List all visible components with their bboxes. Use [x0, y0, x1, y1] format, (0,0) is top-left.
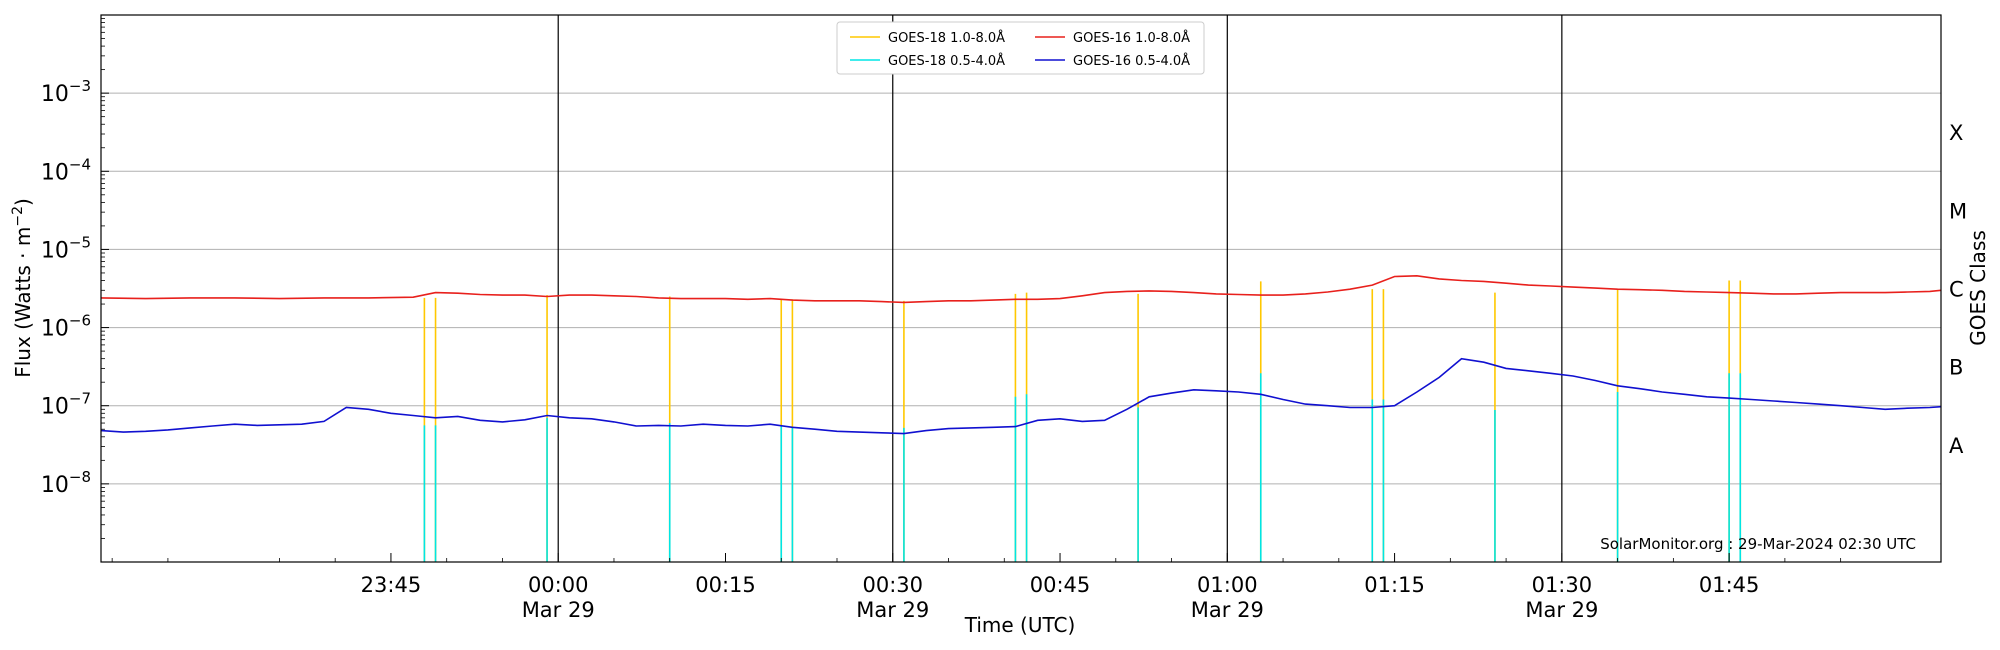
legend-label-3: GOES-16 0.5-4.0Å: [1073, 53, 1190, 69]
gridlines: [101, 92, 1941, 485]
x-tick-label-time-3: 00:30: [862, 573, 923, 597]
y-tick-label-exponent: −5: [69, 233, 91, 251]
legend-box: [836, 21, 1205, 75]
series-line-3: [100, 357, 1942, 435]
y-tick-label-3: 10−5: [41, 233, 91, 263]
y-tick-label-1: 10−7: [41, 390, 91, 420]
y-tick-label-base: 10: [41, 395, 69, 420]
x-axis-label: Time (UTC): [964, 613, 1076, 637]
legend: GOES-18 1.0-8.0Å GOES-18 0.5-4.0Å GOES-16 …: [836, 21, 1205, 75]
y2-axis-label: GOES Class: [1966, 230, 1990, 346]
y-axis-label-close: ): [11, 198, 35, 206]
goes-class-labels: A B C M X: [1949, 121, 1967, 458]
x-tick-label-date-7: Mar 29: [1525, 598, 1598, 622]
plot-frame: [100, 14, 1942, 563]
goes-class-label-X: X: [1949, 121, 1963, 145]
series-group: [100, 274, 1942, 562]
legend-label-0: GOES-18 1.0-8.0Å: [888, 30, 1005, 46]
y-tick-label-exponent: −3: [69, 77, 91, 95]
goes-class-label-A: A: [1949, 434, 1964, 458]
x-tick-label-time-2: 00:15: [695, 573, 756, 597]
y-tick-labels: 10−810−710−610−510−410−3: [41, 77, 91, 498]
goes-class-label-B: B: [1949, 356, 1963, 380]
y-tick-label-0: 10−8: [41, 468, 91, 498]
legend-label-2: GOES-18 0.5-4.0Å: [888, 53, 1005, 69]
y-tick-label-exponent: −4: [69, 155, 91, 173]
y-tick-label-exponent: −6: [69, 312, 91, 330]
y-tick-label-4: 10−4: [41, 155, 91, 185]
watermark-text: SolarMonitor.org : 29-Mar-2024 02:30 UTC: [1600, 535, 1916, 553]
y-tick-label-base: 10: [41, 82, 69, 107]
y-tick-label-base: 10: [41, 160, 69, 185]
y-tick-label-base: 10: [41, 317, 69, 342]
x-tick-label-time-5: 01:00: [1197, 573, 1258, 597]
series-line-1: [100, 274, 1942, 304]
x-tick-label-time-4: 00:45: [1030, 573, 1091, 597]
x-tick-label-date-3: Mar 29: [856, 598, 929, 622]
y-tick-label-2: 10−6: [41, 312, 91, 342]
y-axis-label-main: Flux (Watts · m: [11, 227, 35, 378]
x-tick-label-time-8: 01:45: [1699, 573, 1760, 597]
x-tick-label-time-6: 01:15: [1364, 573, 1425, 597]
x-tick-label-time-0: 23:45: [361, 573, 422, 597]
axis-ticks: [101, 18, 1842, 562]
x-tick-label-date-5: Mar 29: [1191, 598, 1264, 622]
x-tick-label-date-1: Mar 29: [522, 598, 595, 622]
y-tick-label-exponent: −7: [69, 390, 91, 408]
goes-class-label-C: C: [1949, 278, 1964, 302]
y-tick-label-5: 10−3: [41, 77, 91, 107]
y-tick-label-exponent: −8: [69, 468, 91, 486]
x-tick-label-time-7: 01:30: [1532, 573, 1593, 597]
y-tick-label-base: 10: [41, 238, 69, 263]
y-axis-label: Flux (Watts · m−2): [10, 198, 35, 378]
day-separator-lines: [557, 15, 1563, 562]
y-axis-label-exponent: −2: [10, 206, 26, 227]
x-tick-label-time-1: 00:00: [528, 573, 589, 597]
goes-class-label-M: M: [1949, 199, 1967, 223]
y-tick-label-base: 10: [41, 473, 69, 498]
legend-label-1: GOES-16 1.0-8.0Å: [1073, 30, 1190, 46]
